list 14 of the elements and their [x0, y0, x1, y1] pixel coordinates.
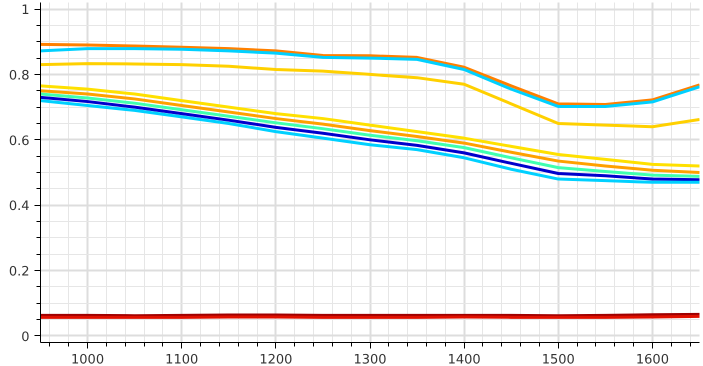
x-tick-label: 1000 [71, 352, 104, 366]
x-tick-label: 1200 [259, 352, 292, 366]
x-tick-label: 1600 [636, 352, 669, 366]
y-tick-label: 0.8 [8, 68, 30, 84]
y-tick-label: 0.4 [8, 199, 30, 214]
y-tick-label: 1 [21, 3, 30, 18]
x-tick-label: 1500 [542, 352, 575, 366]
x-tick-label: 1100 [165, 352, 198, 366]
x-tick-label: 1300 [353, 352, 387, 366]
x-tick-label: 1400 [448, 352, 481, 366]
y-tick-label: 0 [21, 330, 30, 345]
y-tick-label: 0.2 [8, 264, 30, 280]
line-series [40, 62, 700, 128]
y-tick-label: 0.6 [8, 134, 30, 149]
